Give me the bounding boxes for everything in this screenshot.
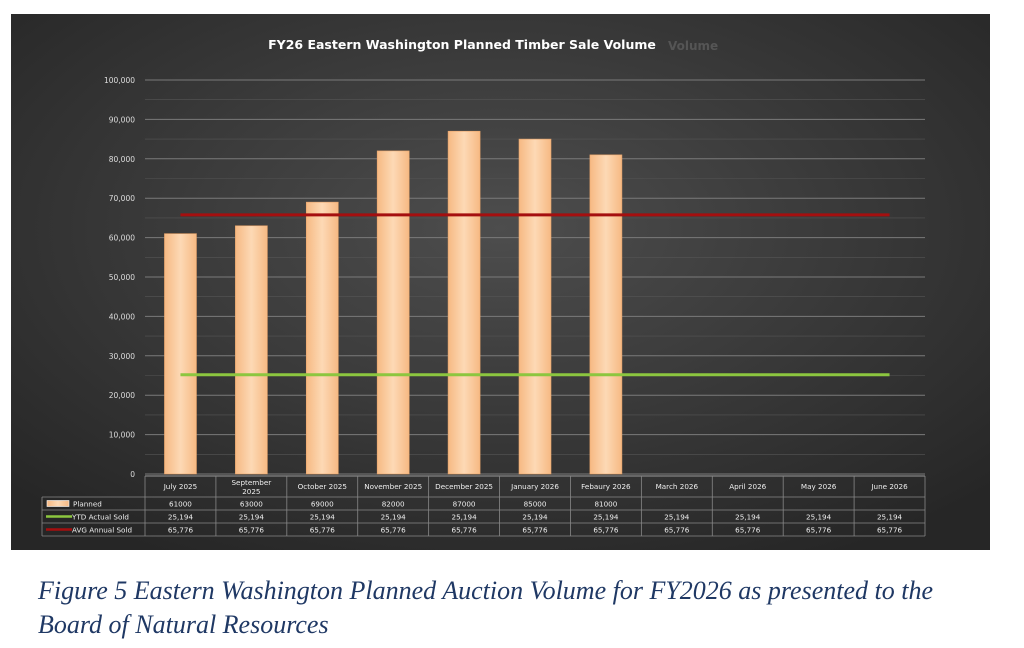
data-label: 65,776 xyxy=(593,526,619,535)
category-label: March 2026 xyxy=(656,482,699,491)
bar-planned xyxy=(164,233,197,475)
data-label: 65,776 xyxy=(806,526,832,535)
legend-label: AVG Annual Sold xyxy=(72,526,132,535)
data-label: 25,194 xyxy=(806,513,832,522)
data-label: 25,194 xyxy=(168,513,194,522)
y-tick-label: 10,000 xyxy=(109,431,135,440)
y-tick-label: 60,000 xyxy=(109,234,135,243)
chart-title-ghost: Volume xyxy=(668,39,718,53)
y-tick-label: 50,000 xyxy=(109,273,135,282)
data-label: 63000 xyxy=(240,500,263,509)
figure-caption: Figure 5 Eastern Washington Planned Auct… xyxy=(38,576,934,639)
legend-label: YTD Actual Sold xyxy=(71,513,129,522)
data-label: 25,194 xyxy=(310,513,336,522)
data-label: 25,194 xyxy=(381,513,407,522)
category-label: July 2025 xyxy=(163,482,198,491)
bar-planned xyxy=(589,154,623,475)
y-tick-label: 100,000 xyxy=(104,76,135,85)
y-tick-label: 20,000 xyxy=(109,391,135,400)
y-tick-label: 30,000 xyxy=(109,352,135,361)
legend-label: Planned xyxy=(73,500,102,509)
y-tick-label: 40,000 xyxy=(109,312,135,321)
data-label: 65,776 xyxy=(735,526,761,535)
data-label: 65,776 xyxy=(239,526,265,535)
y-tick-label: 70,000 xyxy=(109,194,135,203)
data-label: 25,194 xyxy=(735,513,761,522)
data-label: 81000 xyxy=(594,500,617,509)
data-label: 65,776 xyxy=(522,526,548,535)
data-label: 25,194 xyxy=(522,513,548,522)
category-label: September 2025 xyxy=(231,478,271,496)
y-tick-label: 0 xyxy=(130,470,135,479)
category-label: January 2026 xyxy=(510,482,559,491)
data-label: 25,194 xyxy=(452,513,478,522)
data-label: 25,194 xyxy=(239,513,265,522)
category-label: May 2026 xyxy=(801,482,837,491)
data-label: 65,776 xyxy=(877,526,903,535)
chart-background xyxy=(11,14,990,550)
category-label: June 2026 xyxy=(870,482,908,491)
category-label: October 2025 xyxy=(298,482,347,491)
data-label: 87000 xyxy=(453,500,476,509)
data-label: 82000 xyxy=(382,500,405,509)
chart-title: FY26 Eastern Washington Planned Timber S… xyxy=(268,37,656,52)
data-label: 69000 xyxy=(311,500,334,509)
y-tick-label: 80,000 xyxy=(109,155,135,164)
data-label: 61000 xyxy=(169,500,192,509)
data-label: 65,776 xyxy=(168,526,194,535)
data-label: 25,194 xyxy=(664,513,690,522)
legend-key-0 xyxy=(46,500,70,507)
category-label: November 2025 xyxy=(364,482,422,491)
data-label: 65,776 xyxy=(452,526,478,535)
bar-planned xyxy=(376,150,410,475)
data-label: 65,776 xyxy=(381,526,407,535)
data-label: 65,776 xyxy=(664,526,690,535)
y-tick-label: 90,000 xyxy=(109,115,135,124)
data-label: 25,194 xyxy=(877,513,903,522)
data-label: 25,194 xyxy=(593,513,619,522)
bar-planned xyxy=(447,130,481,475)
bar-planned xyxy=(305,201,339,475)
category-label: April 2026 xyxy=(729,482,766,491)
bar-planned xyxy=(518,138,552,475)
data-label: 85000 xyxy=(524,500,547,509)
data-label: 65,776 xyxy=(310,526,336,535)
bar-planned xyxy=(235,225,268,475)
category-label: Febaury 2026 xyxy=(581,482,631,491)
category-label: December 2025 xyxy=(435,482,493,491)
